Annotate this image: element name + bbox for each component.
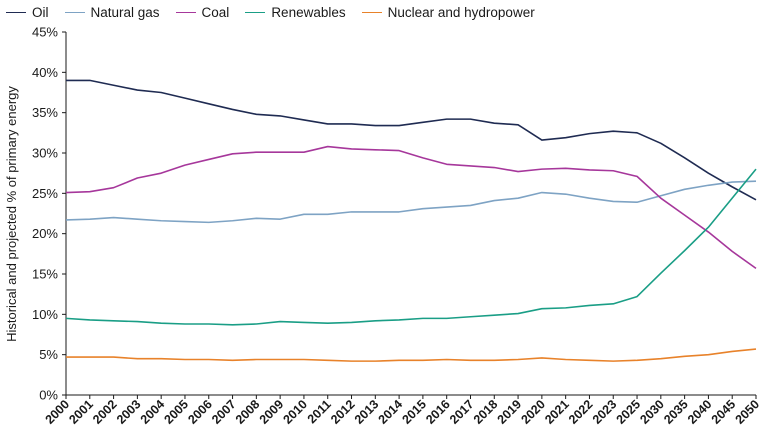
series-line-coal [65, 145, 757, 270]
legend-item-natural-gas: Natural gas [64, 4, 160, 20]
x-tick-label: 2021 [542, 397, 572, 427]
x-tick-label: 2010 [280, 397, 310, 427]
legend-item-nuclear-hydropower: Nuclear and hydropower [361, 4, 535, 20]
y-tick-label: 35% [32, 105, 58, 120]
x-tick-label: 2025 [614, 397, 644, 427]
x-tick-label: 2005 [162, 397, 192, 427]
x-tick-label: 2018 [471, 397, 501, 427]
y-tick-label: 20% [32, 226, 58, 241]
series-line-natural-gas [65, 180, 757, 224]
legend-label-renewables: Renewables [271, 4, 346, 20]
x-tick-label: 2022 [566, 397, 596, 427]
x-tick-label: 2040 [685, 397, 715, 427]
x-tick-label: 2009 [257, 397, 287, 427]
x-tick-label: 2019 [495, 397, 525, 427]
series-line-renewables [65, 168, 757, 326]
series-line-nuclear-and-hydropower [66, 348, 757, 362]
x-tick-label: 2004 [138, 397, 168, 427]
series-lines [65, 79, 757, 362]
x-tick-label: 2002 [90, 397, 120, 427]
y-tick-label: 5% [39, 347, 58, 362]
axes [65, 32, 756, 396]
x-tick-label: 2035 [661, 397, 691, 427]
x-tick-label: 2001 [66, 397, 96, 427]
legend-label-oil: Oil [32, 4, 49, 20]
x-tick-label: 2045 [709, 397, 739, 427]
legend-label-natural-gas: Natural gas [90, 4, 160, 20]
legend-item-oil: Oil [6, 5, 49, 20]
x-tick-label: 2017 [447, 397, 477, 427]
chart-legend: Oil Natural gas Coal Renewables Nuclear … [6, 2, 551, 22]
y-tick-label: 45% [32, 25, 58, 40]
x-tick-label: 2023 [590, 397, 620, 427]
x-tick-label: 2007 [209, 397, 239, 427]
x-tick-label: 2030 [637, 397, 667, 427]
x-tick-label: 2016 [423, 397, 453, 427]
y-tick-label: 0% [39, 388, 58, 403]
y-tick-label: 15% [32, 267, 58, 282]
x-tick-label: 2008 [233, 397, 263, 427]
legend-item-renewables: Renewables [245, 4, 346, 20]
y-tick-label: 30% [32, 146, 58, 161]
legend-swatch-nuclear-hydropower [361, 11, 382, 13]
legend-swatch-coal [175, 11, 196, 13]
y-tick-label: 10% [32, 307, 58, 322]
y-tick-label: 25% [32, 186, 58, 201]
legend-item-coal: Coal [175, 4, 230, 20]
x-tick-label: 2006 [185, 397, 215, 427]
y-ticks: 0% 5% 10% 15% 20% 25% 30% 35% 40% 45% [32, 25, 66, 403]
x-tick-label: 2015 [399, 397, 429, 427]
y-axis-title: Historical and projected % of primary en… [4, 86, 19, 342]
legend-swatch-renewables [245, 11, 266, 13]
x-tick-label: 2014 [376, 397, 406, 427]
x-tick-label: 2011 [305, 397, 334, 426]
legend-swatch-oil [6, 11, 26, 13]
series-line-oil [66, 79, 757, 201]
y-tick-label: 40% [32, 65, 58, 80]
x-tick-label: 2020 [518, 397, 548, 427]
legend-label-nuclear-hydropower: Nuclear and hydropower [387, 4, 535, 20]
x-tick-label: 2012 [328, 397, 358, 427]
legend-label-coal: Coal [201, 4, 230, 20]
x-tick-label: 2003 [114, 397, 144, 427]
x-tick-label: 2013 [352, 397, 382, 427]
x-tick-label: 2050 [733, 397, 763, 427]
legend-swatch-natural-gas [64, 11, 85, 13]
x-ticks: 2000200120022003200420052006200720082009… [43, 395, 763, 427]
